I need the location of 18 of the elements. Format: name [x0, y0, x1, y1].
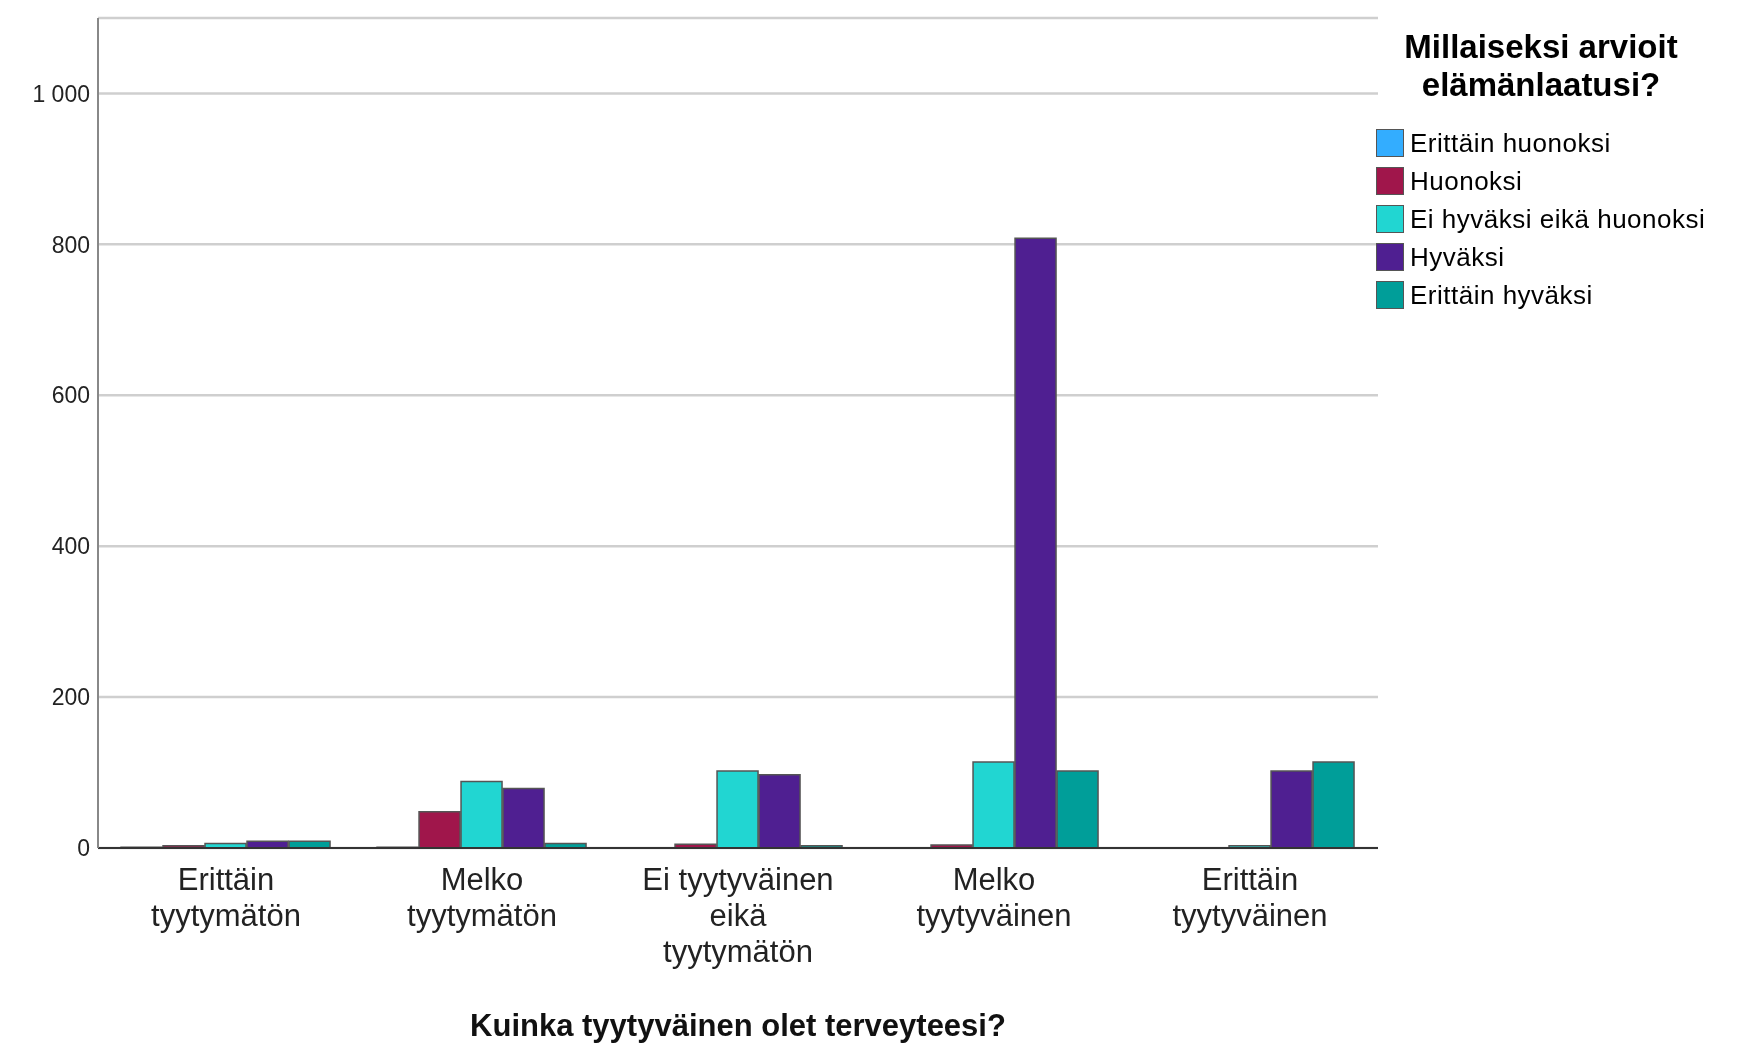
y-tick-label: 0 [77, 835, 90, 862]
y-tick-label: 400 [51, 533, 90, 560]
x-tick-label: Erittäin tyytymätön [151, 862, 301, 933]
y-tick-label: 1 000 [32, 80, 90, 107]
legend-title: Millaiseksi arvioit elämänlaatusi? [1403, 28, 1679, 104]
legend-label: Hyväksi [1410, 241, 1505, 273]
legend-label: Erittäin hyväksi [1410, 279, 1593, 311]
legend-label: Huonoksi [1410, 165, 1523, 197]
x-tick-label: Ei tyytyväinen eikä tyytymätön [642, 862, 834, 969]
y-tick-label: 600 [51, 382, 90, 409]
x-axis-title: Kuinka tyytyväinen olet terveyteesi? [469, 1008, 1007, 1044]
legend-label: Ei hyväksi eikä huonoksi [1410, 203, 1706, 235]
legend-label: Erittäin huonoksi [1410, 127, 1611, 159]
y-tick-label: 200 [51, 684, 90, 711]
y-tick-label: 800 [51, 231, 90, 258]
x-tick-label: Erittäin tyytyväinen [1172, 862, 1328, 933]
x-tick-label: Melko tyytymätön [407, 862, 557, 933]
x-tick-label: Melko tyytyväinen [916, 862, 1072, 933]
